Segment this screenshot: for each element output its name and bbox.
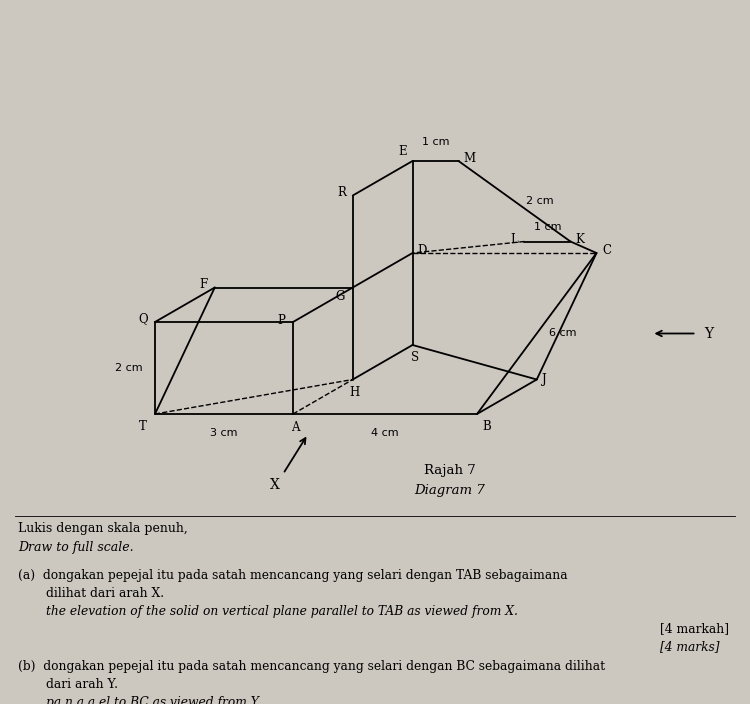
Text: C: C: [602, 244, 611, 258]
Text: Draw to full scale.: Draw to full scale.: [18, 541, 134, 554]
Text: R: R: [337, 186, 346, 199]
Text: 4 cm: 4 cm: [371, 428, 399, 438]
Text: S: S: [412, 351, 419, 364]
Text: B: B: [482, 420, 490, 433]
Text: P: P: [278, 313, 285, 327]
Text: Q: Q: [138, 313, 148, 325]
Text: 2 cm: 2 cm: [116, 363, 143, 373]
Text: pa n a a el to BC as viewed from Y.: pa n a a el to BC as viewed from Y.: [46, 696, 261, 704]
Text: Lukis dengan skala penuh,: Lukis dengan skala penuh,: [18, 522, 188, 535]
Text: 2 cm: 2 cm: [526, 196, 554, 206]
Text: dari arah Y.: dari arah Y.: [46, 678, 118, 691]
Text: H: H: [350, 386, 360, 399]
Text: E: E: [398, 145, 406, 158]
Text: (b)  dongakan pepejal itu pada satah mencancang yang selari dengan BC sebagaiman: (b) dongakan pepejal itu pada satah menc…: [18, 660, 605, 673]
Text: D: D: [418, 244, 427, 256]
Text: 3 cm: 3 cm: [210, 428, 238, 438]
Text: A: A: [291, 421, 299, 434]
Text: (a)  dongakan pepejal itu pada satah mencancang yang selari dengan TAB sebagaima: (a) dongakan pepejal itu pada satah menc…: [18, 569, 568, 582]
Text: Y: Y: [704, 327, 714, 341]
Text: F: F: [200, 278, 208, 291]
Text: K: K: [575, 233, 584, 246]
Text: L: L: [511, 233, 518, 246]
Text: 6 cm: 6 cm: [549, 329, 576, 339]
Text: 1 cm: 1 cm: [534, 222, 561, 232]
Text: dilihat dari arah X.: dilihat dari arah X.: [46, 587, 164, 600]
Text: Rajah 7: Rajah 7: [424, 464, 476, 477]
Text: [4 markah]: [4 markah]: [660, 622, 729, 635]
Text: the elevation of the solid on vertical plane parallel to TAB as viewed from X.: the elevation of the solid on vertical p…: [46, 605, 518, 618]
Text: T: T: [140, 420, 147, 433]
Text: M: M: [464, 153, 476, 165]
Text: 1 cm: 1 cm: [422, 137, 449, 147]
Text: J: J: [542, 373, 547, 386]
Text: Diagram 7: Diagram 7: [415, 484, 485, 497]
Text: X: X: [270, 478, 280, 492]
Text: [4 marks]: [4 marks]: [660, 640, 719, 653]
Text: G: G: [335, 291, 345, 303]
